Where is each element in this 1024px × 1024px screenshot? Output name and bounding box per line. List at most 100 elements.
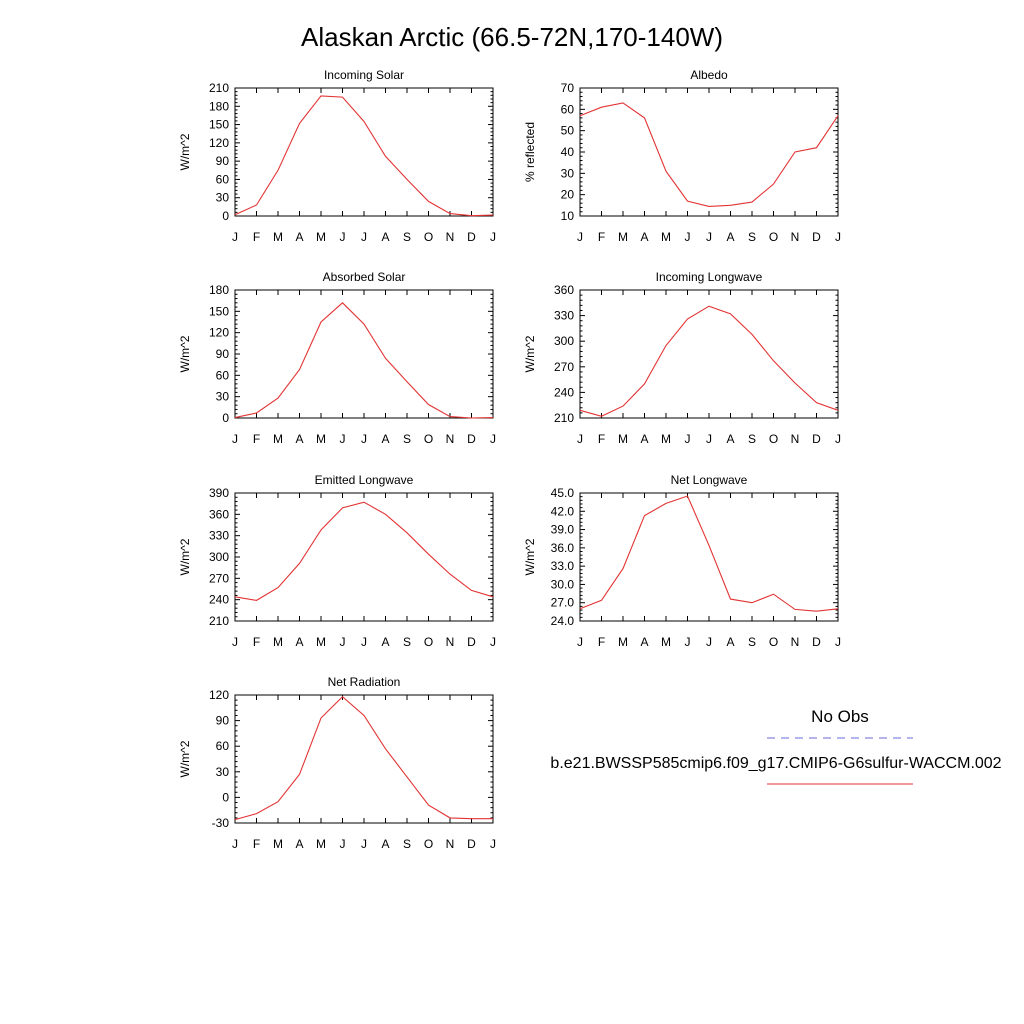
incoming-longwave-xtick-label: J <box>577 432 583 446</box>
absorbed-solar-ytick-label: 180 <box>209 283 229 297</box>
net-longwave-xtick-label: J <box>577 635 583 649</box>
incoming-solar-xtick-label: N <box>446 230 455 244</box>
incoming-longwave-xtick-label: F <box>598 432 605 446</box>
figure-title: Alaskan Arctic (66.5-72N,170-140W) <box>301 22 723 52</box>
emitted-longwave-ytick-label: 360 <box>209 507 229 521</box>
net-longwave-ytick-label: 24.0 <box>551 614 575 628</box>
incoming-solar-ytick-label: 60 <box>216 172 230 186</box>
absorbed-solar-ytick-label: 120 <box>209 326 229 340</box>
net-longwave-ytick-label: 45.0 <box>551 486 575 500</box>
incoming-solar-title: Incoming Solar <box>324 68 404 82</box>
incoming-solar-ytick-label: 210 <box>209 81 229 95</box>
incoming-longwave-panel: Incoming Longwave W/m^2 210 240 270 300 330 360… <box>523 270 841 446</box>
emitted-longwave-xtick-label: D <box>467 635 476 649</box>
emitted-longwave-xtick-label: J <box>340 635 346 649</box>
emitted-longwave-ytick-label: 210 <box>209 614 229 628</box>
incoming-longwave-xtick-label: J <box>685 432 691 446</box>
emitted-longwave-title: Emitted Longwave <box>315 473 414 487</box>
incoming-longwave-xtick-label: J <box>706 432 712 446</box>
net-longwave-xtick-label: O <box>769 635 778 649</box>
albedo-ytick-label: 70 <box>561 81 575 95</box>
incoming-longwave-xtick-label: O <box>769 432 778 446</box>
albedo-xtick-label: A <box>640 230 648 244</box>
emitted-longwave-xtick-label: A <box>295 635 303 649</box>
absorbed-solar-ytick-label: 0 <box>222 411 229 425</box>
incoming-solar-xtick-label: D <box>467 230 476 244</box>
net-longwave-ytick-label: 39.0 <box>551 523 575 537</box>
net-longwave-ytick-label: 36.0 <box>551 541 575 555</box>
incoming-solar-xtick-label: S <box>403 230 411 244</box>
absorbed-solar-xtick-label: A <box>295 432 303 446</box>
incoming-longwave-ytick-label: 300 <box>554 334 574 348</box>
incoming-solar-xtick-label: A <box>295 230 303 244</box>
albedo-xtick-label: N <box>791 230 800 244</box>
net-radiation-xtick-label: J <box>340 837 346 851</box>
albedo-series-line <box>579 102 839 207</box>
net-radiation-ytick-label: -30 <box>212 816 230 830</box>
emitted-longwave-xtick-label: M <box>316 635 326 649</box>
incoming-longwave-title: Incoming Longwave <box>656 270 763 284</box>
emitted-longwave-ytick-label: 300 <box>209 550 229 564</box>
absorbed-solar-xtick-label: J <box>340 432 346 446</box>
net-longwave-title: Net Longwave <box>671 473 748 487</box>
albedo-ytick-label: 20 <box>561 188 575 202</box>
albedo-xtick-label: M <box>618 230 628 244</box>
incoming-longwave-xtick-label: A <box>726 432 734 446</box>
net-longwave-xtick-label: D <box>812 635 821 649</box>
absorbed-solar-xtick-label: M <box>273 432 283 446</box>
net-longwave-xtick-label: S <box>748 635 756 649</box>
incoming-solar-plot-frame <box>234 87 494 217</box>
albedo-xtick-label: S <box>748 230 756 244</box>
absorbed-solar-xtick-label: A <box>381 432 389 446</box>
legend-obs-label: No Obs <box>811 707 869 726</box>
net-longwave-xtick-label: A <box>726 635 734 649</box>
albedo-xtick-label: J <box>706 230 712 244</box>
net-radiation-ytick-label: 0 <box>222 790 229 804</box>
incoming-longwave-ytick-label: 270 <box>554 360 574 374</box>
emitted-longwave-ylabel: W/m^2 <box>178 538 192 575</box>
net-longwave-xtick-label: A <box>640 635 648 649</box>
net-radiation-ytick-label: 120 <box>209 688 229 702</box>
net-radiation-series-line <box>234 695 493 821</box>
absorbed-solar-ytick-label: 150 <box>209 304 229 318</box>
emitted-longwave-series-line <box>234 501 494 601</box>
absorbed-solar-ytick-label: 90 <box>216 347 230 361</box>
net-longwave-ytick-label: 30.0 <box>551 577 575 591</box>
albedo-xtick-label: F <box>598 230 605 244</box>
absorbed-solar-ylabel: W/m^2 <box>178 335 192 372</box>
net-longwave-xtick-label: N <box>791 635 800 649</box>
absorbed-solar-plot-frame <box>234 289 494 419</box>
net-radiation-xtick-label: J <box>232 837 238 851</box>
absorbed-solar-title: Absorbed Solar <box>323 270 406 284</box>
net-radiation-xtick-label: F <box>253 837 260 851</box>
net-radiation-xtick-label: A <box>295 837 303 851</box>
incoming-solar-xtick-label: A <box>381 230 389 244</box>
emitted-longwave-xtick-label: J <box>490 635 496 649</box>
net-radiation-xtick-label: J <box>490 837 496 851</box>
emitted-longwave-ytick-label: 240 <box>209 593 229 607</box>
net-radiation-title: Net Radiation <box>328 675 401 689</box>
emitted-longwave-xtick-label: M <box>273 635 283 649</box>
net-longwave-xtick-label: F <box>598 635 605 649</box>
net-longwave-xtick-label: M <box>618 635 628 649</box>
net-radiation-ylabel: W/m^2 <box>178 740 192 777</box>
incoming-solar-xtick-label: J <box>340 230 346 244</box>
incoming-solar-xtick-label: J <box>232 230 238 244</box>
absorbed-solar-xtick-label: N <box>446 432 455 446</box>
absorbed-solar-xtick-label: S <box>403 432 411 446</box>
emitted-longwave-panel: Emitted Longwave W/m^2 210 240 270 300 330 360 3… <box>178 473 496 649</box>
net-longwave-ylabel: W/m^2 <box>523 538 537 575</box>
albedo-ytick-label: 60 <box>561 102 575 116</box>
incoming-longwave-xtick-label: M <box>661 432 671 446</box>
absorbed-solar-xtick-label: D <box>467 432 476 446</box>
incoming-solar-xtick-label: M <box>316 230 326 244</box>
albedo-plot-frame <box>579 87 839 217</box>
incoming-longwave-ytick-label: 360 <box>554 283 574 297</box>
albedo-xtick-label: J <box>835 230 841 244</box>
emitted-longwave-ytick-label: 390 <box>209 486 229 500</box>
absorbed-solar-xtick-label: J <box>361 432 367 446</box>
incoming-longwave-ytick-label: 240 <box>554 385 574 399</box>
albedo-xtick-label: A <box>726 230 734 244</box>
